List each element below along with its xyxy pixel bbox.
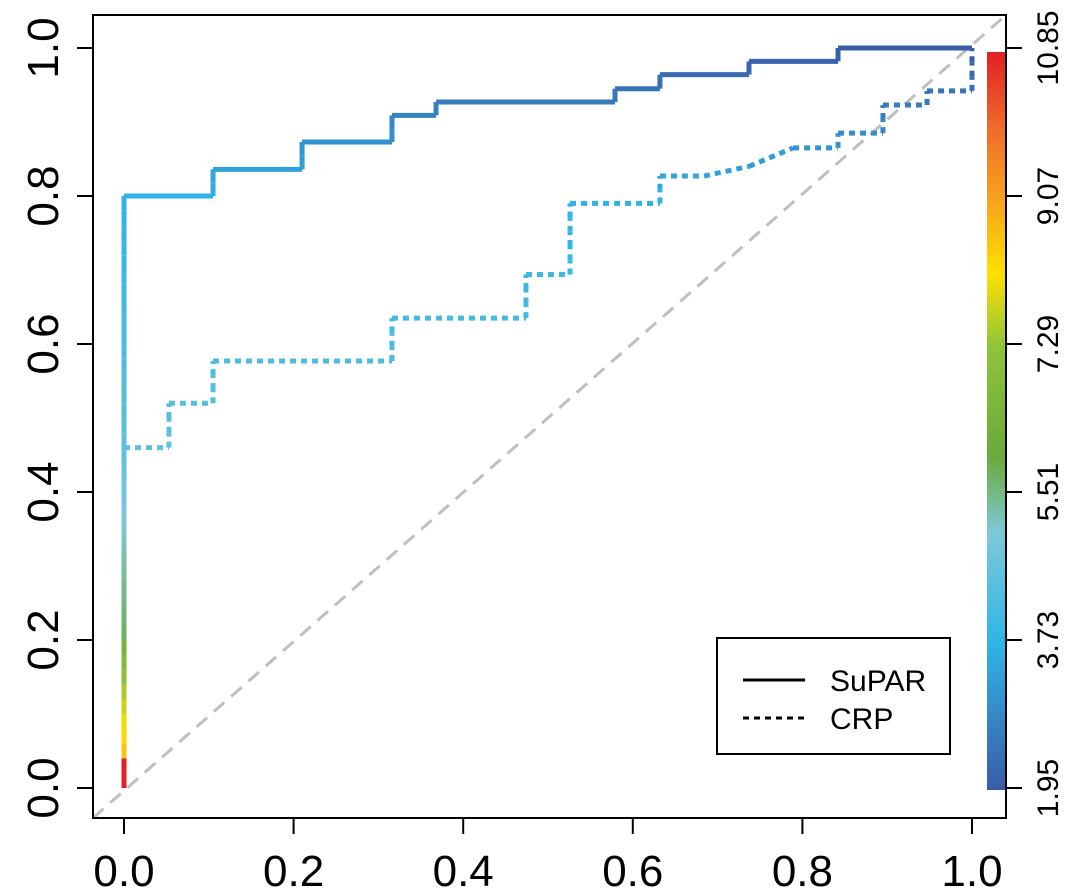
y-tick-label: 1.0 xyxy=(19,17,68,78)
y-tick-label: 0.0 xyxy=(19,757,68,818)
legend-label: SuPAR xyxy=(830,665,926,698)
colorbar xyxy=(987,52,1005,790)
y-tick-label: 0.8 xyxy=(19,165,68,226)
x-tick-label: 0.8 xyxy=(772,847,833,892)
legend-label: CRP xyxy=(830,703,893,736)
x-tick-label: 0.6 xyxy=(602,847,663,892)
x-tick-label: 0.4 xyxy=(433,847,494,892)
legend-box xyxy=(716,637,951,755)
y-tick-label: 0.2 xyxy=(19,609,68,670)
x-tick-label: 0.0 xyxy=(93,847,154,892)
x-tick-label: 0.2 xyxy=(263,847,324,892)
diagonal-reference-line xyxy=(92,13,1007,820)
roc-segment-crp xyxy=(703,163,750,179)
y-tick-label: 0.6 xyxy=(19,313,68,374)
colorbar-tick-label: 1.95 xyxy=(1032,759,1065,817)
colorbar-tick-label: 3.73 xyxy=(1032,611,1065,669)
colorbar-tick-label: 5.51 xyxy=(1032,463,1065,521)
colorbar-tick-label: 10.85 xyxy=(1032,10,1065,85)
y-tick-label: 0.4 xyxy=(19,461,68,522)
colorbar-tick-label: 9.07 xyxy=(1032,167,1065,225)
x-tick-label: 1.0 xyxy=(941,847,1002,892)
colorbar-tick-label: 7.29 xyxy=(1032,315,1065,373)
roc-segment-crp xyxy=(748,145,795,169)
